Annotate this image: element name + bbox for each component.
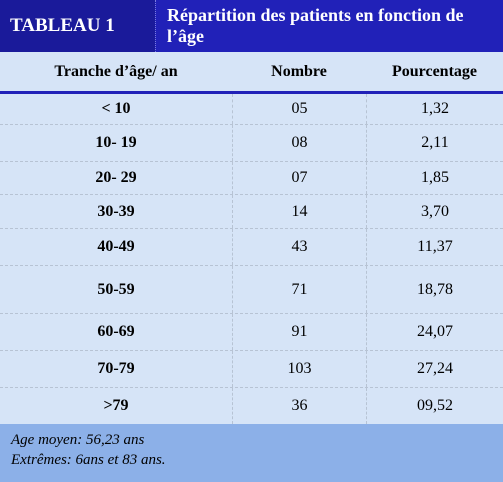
cell-count: 08 (232, 125, 366, 161)
table-row: 50-59 71 18,78 (0, 266, 503, 314)
column-header-row: Tranche d’âge/ an Nombre Pourcentage (0, 52, 503, 94)
table-number-label: TABLEAU 1 (0, 0, 155, 52)
cell-percentage: 09,52 (366, 388, 503, 424)
table-row: < 10 05 1,32 (0, 94, 503, 125)
cell-count: 05 (232, 94, 366, 124)
cell-count: 71 (232, 266, 366, 313)
cell-age-range: < 10 (101, 100, 131, 117)
cell-count: 103 (232, 351, 366, 387)
cell-age-range: 60-69 (97, 323, 135, 340)
cell-count: 91 (232, 314, 366, 350)
cell-age-range: 30-39 (97, 202, 135, 220)
column-header-percentage: Pourcentage (391, 62, 477, 80)
footer-mean-age: Age moyen: 56,23 ans (11, 432, 145, 448)
cell-age-range: 10- 19 (95, 134, 137, 151)
cell-count: 43 (232, 229, 366, 265)
footer-extremes: Extrêmes: 6ans et 83 ans. (11, 452, 166, 468)
table-row: 20- 29 07 1,85 (0, 162, 503, 195)
column-header-age-range: Tranche d’âge/ an (54, 62, 178, 80)
cell-age-range: 20- 29 (95, 169, 137, 186)
cell-percentage: 1,32 (366, 94, 503, 124)
cell-count: 14 (232, 195, 366, 228)
cell-percentage: 11,37 (366, 229, 503, 265)
cell-age-range: 50-59 (97, 280, 135, 298)
cell-percentage: 18,78 (366, 266, 503, 313)
table-row: 30-39 14 3,70 (0, 195, 503, 229)
table-footer: Age moyen: 56,23 ans Extrêmes: 6ans et 8… (0, 424, 503, 482)
title-divider (155, 0, 156, 52)
table-body: < 10 05 1,32 10- 19 08 2,11 20- 29 07 1,… (0, 94, 503, 424)
cell-age-range: 40-49 (97, 238, 135, 255)
cell-percentage: 1,85 (366, 162, 503, 194)
table-row: 40-49 43 11,37 (0, 229, 503, 266)
table-row: >79 36 09,52 (0, 388, 503, 424)
column-header-count: Nombre (271, 62, 327, 80)
table-row: 10- 19 08 2,11 (0, 125, 503, 162)
cell-age-range: >79 (103, 397, 129, 414)
cell-percentage: 3,70 (366, 195, 503, 228)
cell-percentage: 24,07 (366, 314, 503, 350)
table-title: Répartition des patients en fonction de … (167, 5, 464, 46)
cell-count: 07 (232, 162, 366, 194)
table-title-bar: TABLEAU 1 Répartition des patients en fo… (0, 0, 503, 52)
cell-percentage: 2,11 (366, 125, 503, 161)
cell-count: 36 (232, 388, 366, 424)
table-row: 60-69 91 24,07 (0, 314, 503, 351)
cell-percentage: 27,24 (366, 351, 503, 387)
table-row: 70-79 103 27,24 (0, 351, 503, 388)
cell-age-range: 70-79 (97, 360, 135, 377)
